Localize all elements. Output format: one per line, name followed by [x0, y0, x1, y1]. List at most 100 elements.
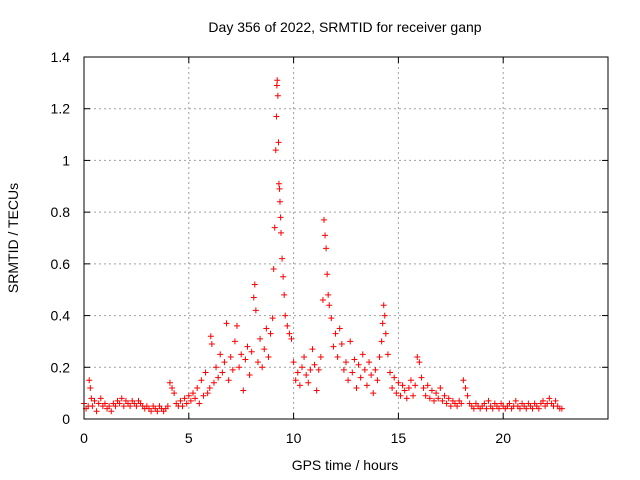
data-point — [378, 338, 385, 345]
x-tick-label: 20 — [495, 430, 511, 446]
data-point — [443, 400, 450, 407]
data-point — [437, 384, 444, 391]
data-point — [319, 297, 326, 304]
data-point — [428, 387, 435, 394]
data-point — [279, 255, 286, 262]
data-point — [540, 397, 547, 404]
data-point — [252, 307, 259, 314]
data-point — [101, 400, 108, 407]
data-point — [343, 359, 349, 366]
y-tick-label: 1.2 — [51, 101, 71, 117]
data-point — [244, 343, 251, 350]
data-point — [462, 384, 469, 391]
data-point — [271, 224, 278, 231]
data-point — [277, 214, 284, 221]
data-point — [290, 359, 297, 366]
data-point — [234, 322, 241, 329]
data-point — [305, 379, 312, 386]
data-point — [552, 397, 559, 404]
data-point — [276, 185, 283, 192]
data-point — [370, 390, 377, 397]
data-point — [93, 408, 100, 415]
data-point — [374, 377, 381, 384]
data-point — [95, 400, 102, 407]
x-tick-label: 15 — [391, 430, 407, 446]
data-point — [399, 382, 406, 389]
data-point — [483, 405, 490, 412]
plot-frame — [83, 56, 609, 420]
x-axis-label: GPS time / hours — [292, 457, 399, 473]
data-point — [422, 392, 429, 399]
data-point — [433, 390, 440, 397]
data-point — [296, 382, 303, 389]
data-point — [286, 330, 293, 337]
data-point — [357, 374, 364, 381]
data-point — [133, 403, 140, 410]
data-point — [120, 403, 127, 410]
data-point — [303, 372, 310, 379]
data-point — [326, 302, 333, 309]
data-point — [384, 351, 391, 358]
data-point — [106, 403, 113, 410]
data-point — [372, 366, 379, 373]
data-point — [435, 395, 442, 402]
data-point — [284, 322, 291, 329]
data-point — [336, 325, 343, 332]
data-point — [325, 291, 332, 298]
data-point — [208, 341, 215, 348]
data-point — [274, 92, 281, 99]
data-point — [281, 291, 288, 298]
data-point — [395, 379, 402, 386]
data-point — [439, 397, 446, 404]
data-point — [338, 341, 345, 348]
data-point — [431, 397, 438, 404]
y-tick-label: 0.6 — [51, 256, 71, 272]
data-point — [229, 366, 236, 373]
data-point — [206, 384, 213, 391]
data-point — [265, 353, 272, 360]
data-point — [225, 377, 232, 384]
data-point — [217, 351, 224, 358]
data-point — [418, 374, 425, 381]
data-point — [512, 397, 519, 404]
data-point — [320, 216, 327, 223]
data-point — [345, 377, 352, 384]
data-point — [257, 335, 264, 342]
data-point — [246, 372, 253, 379]
y-tick-label: 1.4 — [51, 49, 71, 65]
data-point — [164, 403, 171, 410]
data-point — [223, 320, 230, 327]
data-point — [496, 405, 503, 412]
data-point — [403, 395, 410, 402]
x-tick-label: 5 — [185, 430, 193, 446]
data-point — [200, 392, 207, 399]
data-point — [454, 403, 461, 410]
data-point — [393, 390, 400, 397]
data-point — [112, 403, 119, 410]
data-point — [275, 139, 282, 146]
data-point — [322, 232, 329, 239]
data-point — [470, 405, 477, 412]
data-point — [397, 392, 404, 399]
data-point — [267, 330, 274, 337]
data-point — [363, 382, 370, 389]
data-point — [379, 320, 386, 327]
data-point — [349, 369, 356, 376]
data-point — [309, 346, 316, 353]
tick-labels: 0 5 10 15 20 0 0.2 0.4 0.6 0.8 1 1.2 1.4 — [51, 49, 512, 446]
data-point — [353, 384, 360, 391]
data-point — [231, 338, 238, 345]
data-point — [204, 390, 211, 397]
data-point — [307, 366, 314, 373]
grid — [84, 57, 608, 419]
data-point — [278, 229, 285, 236]
data-point — [330, 343, 337, 350]
data-point — [340, 366, 347, 373]
y-tick-label: 0 — [62, 411, 70, 427]
data-points — [81, 77, 565, 415]
data-point — [196, 400, 203, 407]
data-point — [412, 382, 419, 389]
data-point — [368, 372, 375, 379]
data-point — [242, 356, 249, 363]
data-point — [424, 382, 431, 389]
